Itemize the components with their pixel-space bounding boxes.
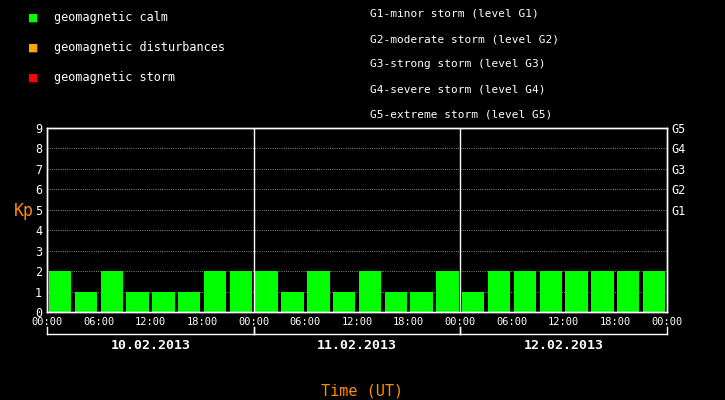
Bar (101, 271, 123, 312)
Text: geomagnetic calm: geomagnetic calm (54, 12, 168, 24)
Bar (359, 271, 381, 312)
Bar (566, 271, 588, 312)
Bar (204, 271, 226, 312)
Bar (49, 271, 71, 312)
Bar (617, 271, 639, 312)
Bar (592, 271, 613, 312)
Text: G5-extreme storm (level G5): G5-extreme storm (level G5) (370, 110, 552, 120)
Text: G1-minor storm (level G1): G1-minor storm (level G1) (370, 9, 539, 19)
Bar (436, 271, 459, 312)
Bar (514, 271, 536, 312)
Bar (152, 292, 175, 312)
Bar (281, 292, 304, 312)
Bar (126, 292, 149, 312)
Bar (643, 271, 666, 312)
Bar (75, 292, 97, 312)
Bar (488, 271, 510, 312)
Bar (255, 271, 278, 312)
Bar (384, 292, 407, 312)
Text: 10.02.2013: 10.02.2013 (110, 339, 191, 352)
Bar (462, 292, 484, 312)
Text: 12.02.2013: 12.02.2013 (523, 339, 604, 352)
Text: ■: ■ (29, 41, 38, 55)
Text: 11.02.2013: 11.02.2013 (317, 339, 397, 352)
Bar (307, 271, 329, 312)
Bar (178, 292, 200, 312)
Text: Time (UT): Time (UT) (321, 384, 404, 399)
Text: G3-strong storm (level G3): G3-strong storm (level G3) (370, 60, 545, 70)
Bar (410, 292, 433, 312)
Y-axis label: Kp: Kp (14, 202, 34, 220)
Bar (230, 271, 252, 312)
Text: G2-moderate storm (level G2): G2-moderate storm (level G2) (370, 34, 559, 44)
Text: geomagnetic disturbances: geomagnetic disturbances (54, 42, 225, 54)
Text: G4-severe storm (level G4): G4-severe storm (level G4) (370, 84, 545, 94)
Text: ■: ■ (29, 71, 38, 85)
Bar (539, 271, 562, 312)
Bar (333, 292, 355, 312)
Text: ■: ■ (29, 11, 38, 25)
Text: geomagnetic storm: geomagnetic storm (54, 72, 175, 84)
